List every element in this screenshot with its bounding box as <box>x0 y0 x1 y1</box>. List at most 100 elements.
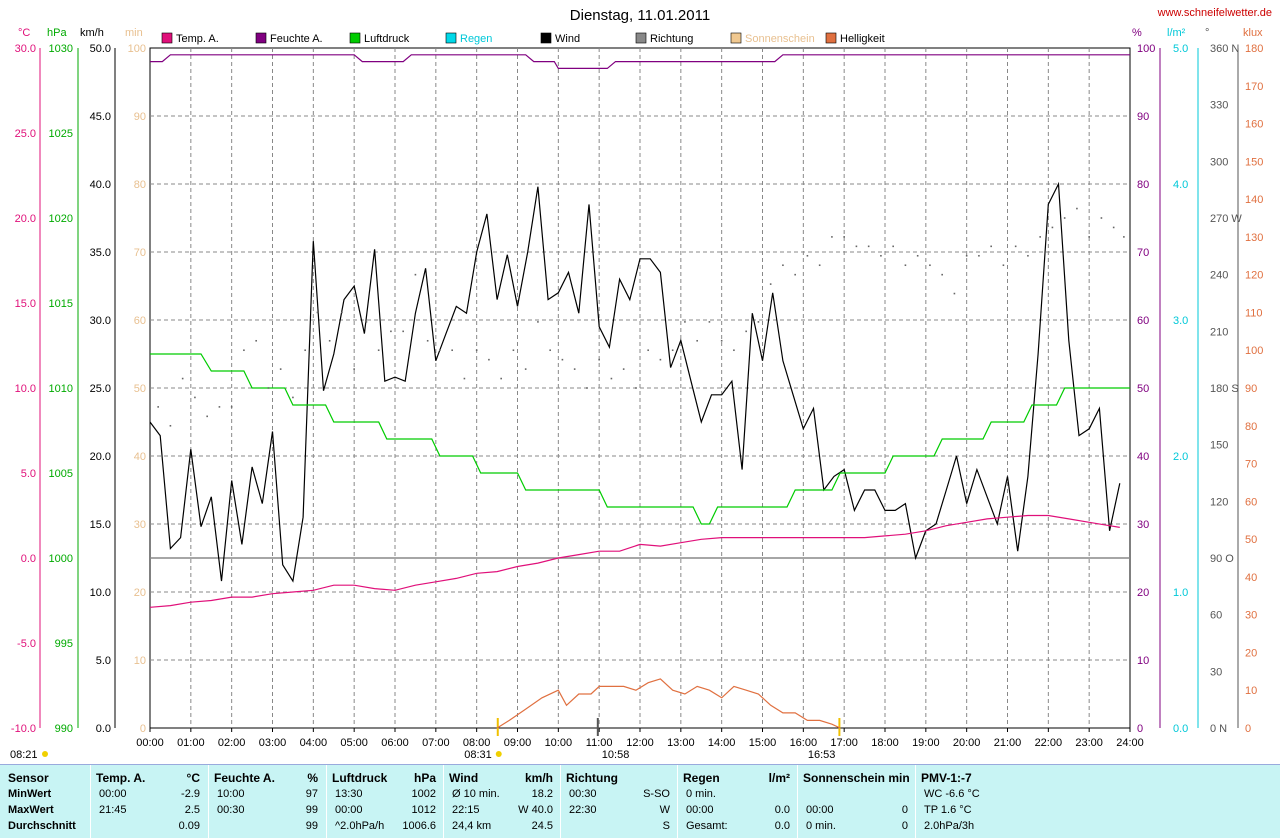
tick-rain: 4.0 <box>1173 179 1188 191</box>
tick-temp: 30.0 <box>15 43 36 55</box>
summary-column-7: Sonnenschein min 00:00 0 0 min. 0 <box>797 765 914 838</box>
summary-cell-value: 1012 <box>411 804 436 816</box>
direction-point <box>953 292 956 295</box>
tick-x: 14:00 <box>708 737 736 749</box>
legend-swatch-1 <box>161 32 173 44</box>
summary-column-2: Feuchte A.% 10:00 97 00:30 99 99 <box>208 765 324 838</box>
direction-point <box>855 245 858 248</box>
tick-kmh: 25.0 <box>90 383 111 395</box>
noon-label: 10:58 <box>602 749 630 761</box>
tick-x: 06:00 <box>381 737 409 749</box>
tick-rain: 1.0 <box>1173 587 1188 599</box>
tick-dir: 180 S <box>1210 383 1239 395</box>
direction-point <box>512 349 515 352</box>
tick-kmh: 10.0 <box>90 587 111 599</box>
axis-unit-pct: % <box>1132 27 1142 39</box>
tick-x: 00:00 <box>136 737 164 749</box>
legend-label-1: Temp. A. <box>176 33 219 45</box>
tick-min: 50 <box>134 383 146 395</box>
tick-klux: 150 <box>1245 156 1263 168</box>
direction-point <box>647 349 649 352</box>
tick-hpa: 1010 <box>49 383 73 395</box>
direction-point <box>708 321 711 323</box>
sunrise-label: 08:31 <box>464 749 492 761</box>
tick-klux: 110 <box>1245 307 1263 319</box>
direction-point <box>157 406 159 408</box>
summary-cell-label: Gesamt: <box>686 820 728 832</box>
summary-column-4: Wind km/h Ø 10 min. 18.2 22:15 W 40.0 24,4 km 2… <box>443 765 559 838</box>
direction-point <box>978 254 980 257</box>
tick-klux: 120 <box>1245 270 1263 282</box>
direction-point <box>463 377 466 380</box>
axis-unit-hpa: hPa <box>47 27 67 39</box>
tick-pct: 10 <box>1137 655 1149 667</box>
direction-point <box>1002 264 1005 267</box>
tick-x: 04:00 <box>300 737 328 749</box>
tick-hpa: 1030 <box>49 43 73 55</box>
legend-label-5: Wind <box>555 33 580 45</box>
tick-kmh: 50.0 <box>90 43 111 55</box>
direction-point <box>929 264 931 267</box>
tick-pct: 100 <box>1137 43 1155 55</box>
tick-klux: 160 <box>1245 119 1263 131</box>
summary-cell-label: 24,4 km <box>452 820 492 832</box>
direction-point <box>390 330 392 333</box>
tick-rain: 2.0 <box>1173 451 1188 463</box>
tick-x: 01:00 <box>177 737 205 749</box>
direction-point <box>537 321 539 323</box>
tick-min: 70 <box>134 247 146 259</box>
tick-kmh: 35.0 <box>90 247 111 259</box>
summary-cell-label: 00:00 <box>686 804 714 816</box>
direction-point <box>1100 217 1103 219</box>
tick-klux: 40 <box>1245 572 1257 584</box>
tick-hpa: 1025 <box>49 128 73 140</box>
tick-min: 90 <box>134 111 146 123</box>
row-label-sensor: Sensor <box>8 771 49 785</box>
legend-label-8: Helligkeit <box>840 33 885 45</box>
direction-point <box>267 387 270 389</box>
axis-unit-rain: l/m² <box>1167 27 1186 39</box>
tick-klux: 10 <box>1245 685 1257 697</box>
series-line-temp-a- <box>149 514 1120 608</box>
tick-min: 30 <box>134 519 146 531</box>
summary-unit: % <box>307 771 318 785</box>
summary-unit: °C <box>186 771 200 785</box>
direction-point <box>255 339 257 342</box>
tick-x: 15:00 <box>749 737 777 749</box>
tick-x: 12:00 <box>626 737 654 749</box>
tick-temp: 10.0 <box>15 383 36 395</box>
direction-point <box>806 254 809 257</box>
summary-cell-value: W <box>659 804 670 816</box>
direction-point <box>794 273 796 276</box>
summary-table: Sensor MinWert MaxWert Durchschnitt Temp… <box>0 764 1280 838</box>
left-time-label: 08:21 <box>10 749 38 761</box>
tick-hpa: 1020 <box>49 213 73 225</box>
tick-klux: 70 <box>1245 459 1257 471</box>
direction-point <box>426 339 429 342</box>
direction-point <box>769 283 772 285</box>
summary-header: Richtung <box>566 771 618 785</box>
tick-dir: 120 <box>1210 496 1228 508</box>
tick-min: 80 <box>134 179 146 191</box>
tick-dir: 330 <box>1210 100 1228 112</box>
direction-point <box>1112 226 1115 229</box>
series-line-feuchte-a- <box>150 54 1130 70</box>
summary-unit: km/h <box>524 771 553 785</box>
legend-swatch-7 <box>730 32 742 44</box>
direction-point <box>488 358 490 361</box>
legend-label-6: Richtung <box>650 33 693 45</box>
direction-point <box>439 349 441 352</box>
direction-point <box>941 273 943 276</box>
summary-cell-value: 99 <box>305 804 318 816</box>
tick-klux: 30 <box>1245 610 1257 622</box>
direction-point <box>892 245 894 248</box>
sun-icon <box>42 751 48 757</box>
summary-cell-label: 0 min. <box>686 788 716 800</box>
tick-pct: 70 <box>1137 247 1149 259</box>
tick-dir: 90 O <box>1210 553 1234 565</box>
tick-klux: 0 <box>1245 723 1251 735</box>
direction-point <box>377 349 380 352</box>
summary-column-6: Regen l/m² 0 min. 00:00 0.0 Gesamt: 0.0 <box>677 765 796 838</box>
direction-point <box>1088 236 1090 238</box>
series-line-wind <box>149 181 1121 583</box>
